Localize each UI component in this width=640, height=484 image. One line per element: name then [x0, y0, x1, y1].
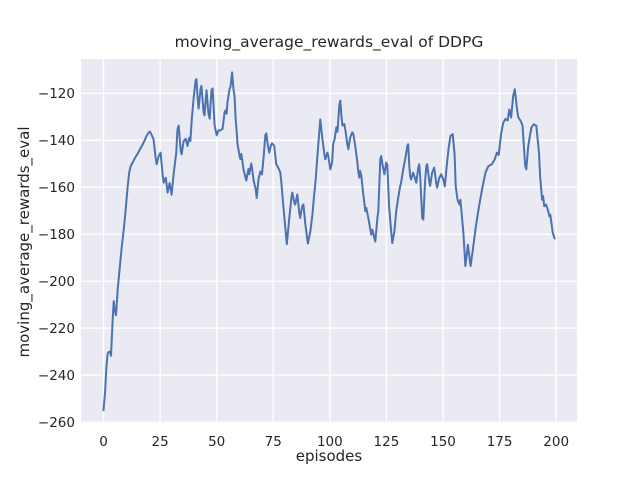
- y-tick-labels: −120 −140 −160 −180 −200 −220 −240 −260: [38, 86, 75, 431]
- y-tick-label: −160: [38, 180, 75, 196]
- y-tick-label: −200: [38, 274, 75, 290]
- x-tick-label: 175: [487, 434, 513, 450]
- x-axis-label: episodes: [295, 447, 363, 465]
- x-tick-label: 125: [374, 434, 400, 450]
- x-tick-label: 0: [99, 434, 108, 450]
- y-tick-label: −120: [38, 86, 75, 102]
- series-line-moving_average_rewards_eval: [102, 71, 556, 412]
- x-tick-label: 200: [543, 434, 569, 450]
- plot-area: [81, 59, 577, 423]
- x-tick-label: 50: [208, 434, 225, 450]
- y-tick-label: −260: [38, 415, 75, 431]
- x-tick-label: 75: [265, 434, 282, 450]
- x-tick-label: 25: [152, 434, 169, 450]
- y-tick-label: −240: [38, 368, 75, 384]
- chart-title: moving_average_rewards_eval of DDPG: [174, 33, 484, 51]
- y-axis-label-text: moving_average_rewards_eval: [15, 126, 33, 358]
- y-tick-label: −180: [38, 227, 75, 243]
- x-tick-labels: 0 25 50 75 100 125 150 175 200: [99, 434, 569, 450]
- x-tick-label: 100: [317, 434, 343, 450]
- x-tick-label: 150: [430, 434, 456, 450]
- y-tick-label: −220: [38, 321, 75, 337]
- gridlines: [81, 59, 577, 423]
- y-tick-label: −140: [38, 133, 75, 149]
